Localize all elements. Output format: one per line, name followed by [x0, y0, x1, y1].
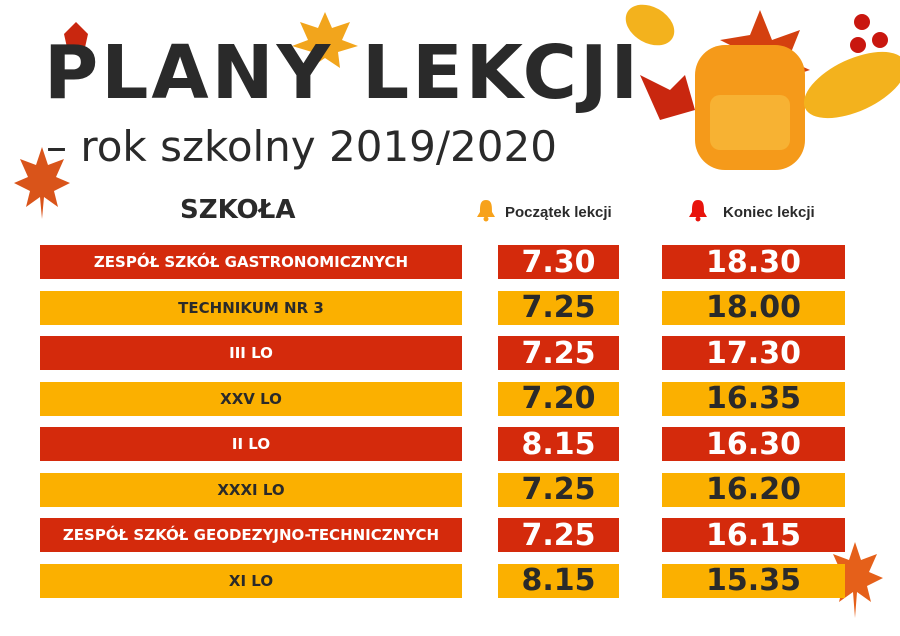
school-name: XI LO [40, 563, 462, 598]
column-header-start: Początek lekcji [505, 204, 612, 221]
start-time: 7.25 [498, 290, 619, 325]
start-time: 7.30 [498, 245, 619, 280]
end-time: 15.35 [662, 563, 845, 598]
column-header-end: Koniec lekcji [723, 204, 815, 221]
start-time: 7.25 [498, 518, 619, 553]
school-name: III LO [40, 336, 462, 370]
start-time: 8.15 [498, 563, 619, 598]
maple-leaf-icon [292, 12, 358, 68]
maple-leaf-icon [827, 542, 883, 618]
end-time: 16.15 [662, 518, 845, 553]
maple-leaf-icon [14, 147, 70, 219]
start-time: 8.15 [498, 427, 619, 462]
start-time: 7.25 [498, 472, 619, 507]
start-time: 7.25 [498, 336, 619, 371]
bell-icon [477, 200, 495, 222]
end-time: 16.30 [662, 427, 845, 462]
page-subtitle: – rok szkolny 2019/2020 [46, 122, 557, 171]
end-time: 16.35 [662, 381, 845, 416]
bell-icon [689, 200, 707, 222]
leaf-icon [64, 22, 88, 52]
school-name: XXV LO [40, 381, 462, 416]
page-title: PLANY LEKCJI [44, 30, 642, 116]
school-name: TECHNIKUM NR 3 [40, 290, 462, 325]
end-time: 16.20 [662, 472, 845, 507]
school-name: ZESPÓŁ SZKÓŁ GASTRONOMICZNYCH [40, 245, 462, 279]
end-time: 18.30 [662, 245, 845, 280]
school-name: XXXI LO [40, 472, 462, 507]
end-time: 18.00 [662, 290, 845, 325]
start-time: 7.20 [498, 381, 619, 416]
end-time: 17.30 [662, 336, 845, 371]
column-header-school: SZKOŁA [180, 195, 296, 225]
school-name: ZESPÓŁ SZKÓŁ GEODEZYJNO-TECHNICZNYCH [40, 518, 462, 552]
school-name: II LO [40, 427, 462, 461]
backpack-and-leaves-illustration [625, 4, 900, 170]
